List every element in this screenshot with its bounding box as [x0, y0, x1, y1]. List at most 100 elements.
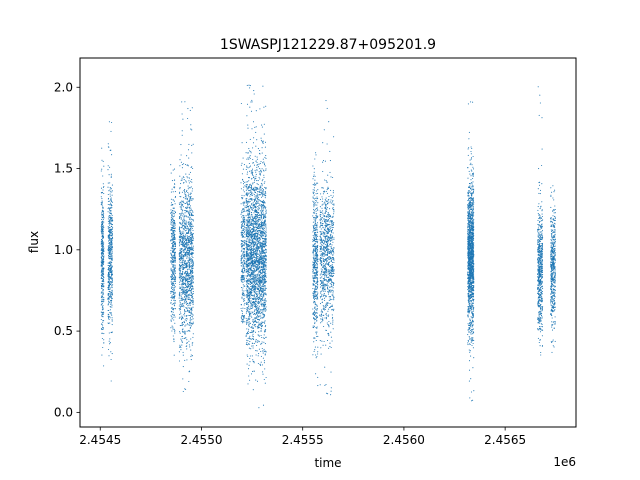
data-point — [250, 212, 252, 214]
data-point — [261, 248, 263, 251]
data-point — [246, 354, 248, 356]
data-point — [171, 318, 173, 320]
data-point — [102, 293, 104, 295]
data-point — [185, 324, 187, 326]
data-point — [244, 206, 246, 208]
data-point — [253, 181, 255, 183]
data-point — [253, 295, 255, 297]
data-point — [256, 197, 258, 199]
data-point — [252, 347, 254, 349]
data-point — [179, 252, 181, 254]
data-point — [101, 299, 103, 301]
data-point — [249, 278, 251, 281]
data-point — [101, 229, 103, 231]
data-point — [248, 158, 250, 160]
data-point — [101, 306, 104, 308]
data-point — [192, 229, 194, 231]
data-point — [171, 296, 174, 298]
data-point — [249, 357, 251, 360]
data-point — [261, 147, 263, 149]
data-point — [251, 191, 253, 193]
data-point — [186, 201, 188, 203]
data-point — [252, 290, 254, 292]
data-point — [111, 247, 114, 249]
data-point — [178, 239, 180, 241]
data-point — [240, 279, 242, 281]
data-point — [256, 156, 258, 158]
data-point — [255, 204, 257, 206]
data-point — [110, 243, 112, 245]
data-point — [253, 226, 255, 228]
data-point — [192, 220, 194, 222]
data-point — [182, 237, 184, 239]
data-point — [240, 307, 242, 310]
data-point — [184, 237, 186, 239]
data-point — [255, 160, 257, 162]
data-point — [192, 198, 194, 200]
data-point — [248, 240, 250, 242]
data-point — [255, 173, 257, 175]
data-point — [264, 213, 266, 215]
data-point — [102, 243, 105, 245]
data-point — [184, 101, 186, 103]
data-point — [253, 342, 255, 344]
data-point — [248, 192, 250, 194]
data-point — [190, 209, 192, 211]
data-point — [182, 232, 184, 235]
data-point — [108, 295, 110, 298]
data-point — [110, 175, 112, 177]
data-point — [179, 300, 181, 302]
data-point — [244, 257, 246, 260]
data-point — [102, 321, 104, 323]
data-point — [189, 287, 192, 289]
data-point — [247, 383, 249, 385]
data-point — [257, 184, 259, 186]
data-point — [190, 207, 192, 209]
data-point — [261, 350, 264, 352]
data-point — [182, 390, 184, 393]
data-point — [250, 311, 252, 313]
data-point — [108, 228, 110, 231]
data-point — [246, 222, 248, 224]
data-point — [174, 243, 176, 245]
data-point — [182, 256, 184, 258]
data-point — [260, 160, 262, 163]
chart-title: 1SWASPJ121229.87+095201.9 — [220, 37, 436, 53]
data-point — [189, 293, 191, 295]
data-point — [260, 262, 262, 264]
data-point — [103, 320, 105, 322]
data-point — [188, 228, 190, 230]
data-point — [187, 204, 189, 206]
data-point — [173, 226, 175, 228]
data-point — [256, 188, 258, 191]
data-point — [173, 314, 175, 316]
data-point — [252, 307, 254, 309]
data-point — [184, 312, 186, 314]
data-point — [186, 291, 189, 293]
data-point — [246, 283, 248, 285]
data-point — [181, 339, 183, 341]
data-point — [185, 210, 187, 212]
data-point — [243, 229, 245, 232]
data-point — [258, 319, 261, 321]
data-point — [258, 171, 260, 173]
data-point — [241, 296, 243, 298]
data-point — [110, 296, 112, 298]
data-point — [171, 325, 173, 327]
data-point — [171, 188, 173, 190]
data-point — [107, 225, 109, 228]
data-point — [192, 296, 194, 298]
data-point — [174, 247, 176, 250]
data-point — [248, 226, 250, 228]
data-point — [245, 288, 248, 290]
data-point — [181, 286, 183, 288]
data-point — [245, 270, 247, 272]
data-point — [255, 250, 257, 252]
data-point — [186, 359, 188, 361]
data-point — [101, 307, 103, 309]
data-point — [253, 137, 255, 139]
data-point — [100, 270, 103, 272]
data-point — [172, 217, 174, 219]
data-point — [262, 191, 264, 193]
data-point — [252, 311, 254, 313]
